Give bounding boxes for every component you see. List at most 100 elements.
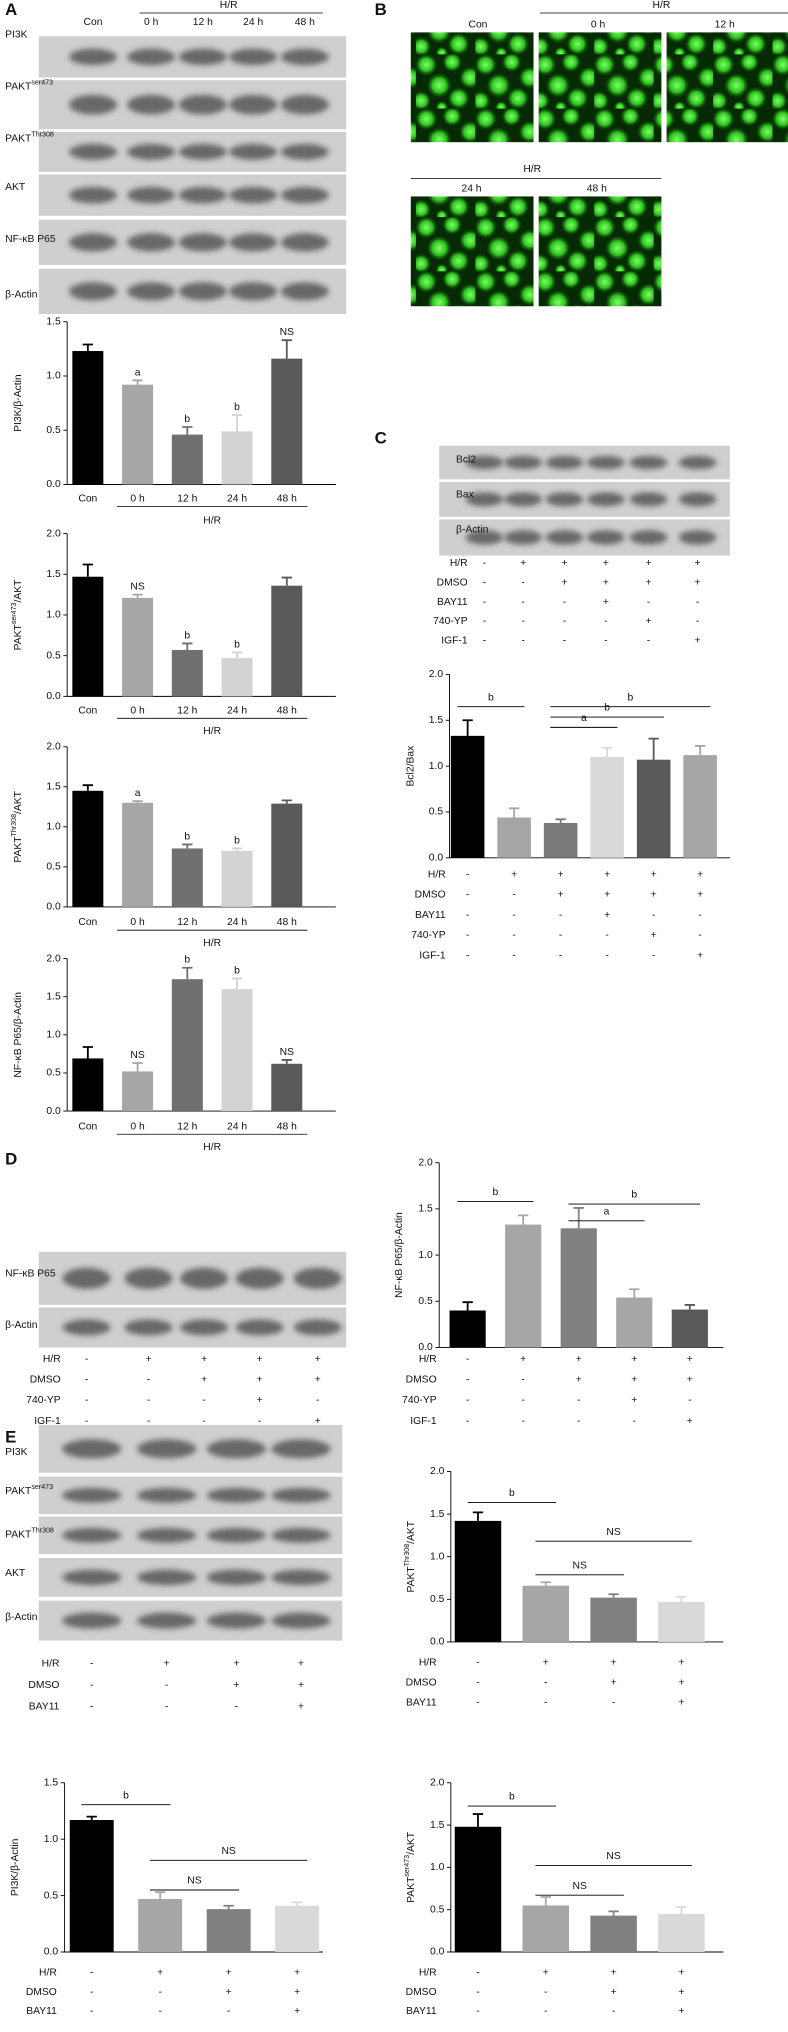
y-tick-label: 1.0 <box>44 1834 59 1845</box>
condition-mark: + <box>226 1967 232 1978</box>
blot-row-label: β-Actin <box>5 1320 38 1331</box>
y-tick-label: 0.5 <box>430 1594 445 1605</box>
error-bar <box>82 343 94 352</box>
significance-label: b <box>184 955 190 966</box>
condition-mark: + <box>695 636 701 647</box>
blot-band <box>62 1612 122 1629</box>
condition-mark: + <box>561 577 567 588</box>
bar <box>522 1585 570 1642</box>
bar <box>636 759 671 858</box>
error-bar <box>472 1813 484 1827</box>
bracket-label: b <box>123 1790 129 1801</box>
error-bar <box>82 784 94 791</box>
bar <box>72 351 104 485</box>
condition-mark: - <box>202 1395 205 1406</box>
condition-mark: + <box>315 1374 321 1385</box>
bracket-label: a <box>604 1207 610 1218</box>
condition-mark: - <box>476 1967 479 1978</box>
y-tick-label: 0.5 <box>46 650 61 661</box>
condition-mark: - <box>559 910 562 921</box>
blot-row-label-sup: Thr308 <box>31 1527 54 1535</box>
bracket-label: NS <box>606 1527 620 1538</box>
blot-band <box>229 94 278 115</box>
condition-mark: - <box>147 1374 150 1385</box>
condition-name: DMSO <box>406 1374 437 1385</box>
y-axis-label: Bcl2/Bax <box>406 745 417 787</box>
condition-mark: - <box>698 930 701 941</box>
bracket-label: b <box>509 1792 515 1803</box>
blot-band <box>62 1267 111 1289</box>
blot-band <box>235 1267 284 1289</box>
lane-label: 12 h <box>715 19 735 30</box>
blot-band <box>69 94 117 115</box>
y-axis-label: NF-κB P65/β-Actin <box>13 992 24 1078</box>
y-axis-label: PAKTser473/AKT <box>403 1831 417 1903</box>
condition-name: H/R <box>43 1354 61 1365</box>
y-axis-label-sup: Thr308 <box>403 1544 411 1567</box>
condition-name: 740-YP <box>411 930 446 941</box>
lane-label: 0 h <box>144 17 159 28</box>
bar <box>221 850 253 907</box>
condition-mark: - <box>696 597 699 608</box>
blot-band <box>465 492 504 507</box>
bracket-label: b <box>631 1190 637 1201</box>
fluorescence-image <box>538 196 662 307</box>
blot-row-label: PAKTThr308 <box>5 1527 54 1541</box>
condition-mark: + <box>611 1987 617 1998</box>
group-label: H/R <box>203 938 221 949</box>
condition-mark: + <box>604 869 610 880</box>
blot-band <box>62 1439 122 1459</box>
blot-band <box>465 530 504 545</box>
fluorescence-image <box>538 32 662 143</box>
blot-band <box>229 233 278 252</box>
condition-mark: - <box>521 1395 524 1406</box>
blot-row-label-main: PAKT <box>5 1529 32 1540</box>
condition-mark: - <box>90 1680 93 1691</box>
x-tick-label: 48 h <box>277 493 297 504</box>
y-tick-label: 0.5 <box>46 1068 61 1079</box>
bar <box>658 1601 705 1642</box>
significance-label: a <box>135 788 141 799</box>
y-axis-label: PAKTThr308/AKT <box>403 1520 417 1592</box>
x-tick-label: 12 h <box>177 1121 197 1132</box>
condition-mark: - <box>696 616 699 627</box>
blot-band <box>586 455 625 470</box>
y-tick-label: 1.5 <box>418 1204 433 1215</box>
bracket-label: b <box>493 1187 499 1198</box>
blot-row-label: PI3K <box>5 30 28 41</box>
blot-row-label: PAKTser473 <box>5 1483 53 1497</box>
significance-label: b <box>234 835 240 846</box>
blot-band <box>271 1569 331 1586</box>
condition-mark: + <box>294 1967 300 1978</box>
x-tick-label: 24 h <box>227 1121 247 1132</box>
error-bar <box>608 1593 619 1598</box>
condition-mark: + <box>687 1374 693 1385</box>
condition-mark: - <box>90 1659 93 1670</box>
condition-mark: + <box>146 1354 152 1365</box>
blot-band <box>178 282 227 301</box>
condition-mark: + <box>631 1354 637 1365</box>
blot-band <box>69 282 117 301</box>
blot-band <box>229 48 278 66</box>
significance-label: b <box>184 831 190 842</box>
condition-mark: - <box>85 1374 88 1385</box>
bar <box>171 979 203 1112</box>
condition-mark: + <box>631 1395 637 1406</box>
error-bar <box>281 339 292 359</box>
error-bar <box>462 1301 473 1311</box>
condition-mark: - <box>563 597 566 608</box>
blot-band <box>69 233 117 252</box>
condition-name: BAY11 <box>406 2006 437 2017</box>
bar <box>450 735 485 858</box>
error-bar <box>629 1288 640 1298</box>
condition-mark: + <box>576 1354 582 1365</box>
condition-mark: - <box>466 1354 469 1365</box>
condition-name: BAY11 <box>26 2006 57 2017</box>
condition-mark: - <box>483 636 486 647</box>
bar <box>683 755 717 858</box>
condition-mark: - <box>521 636 524 647</box>
condition-mark: - <box>85 1395 88 1406</box>
condition-mark: + <box>298 1659 304 1670</box>
bar <box>69 1819 114 1952</box>
error-bar <box>291 1901 303 1906</box>
